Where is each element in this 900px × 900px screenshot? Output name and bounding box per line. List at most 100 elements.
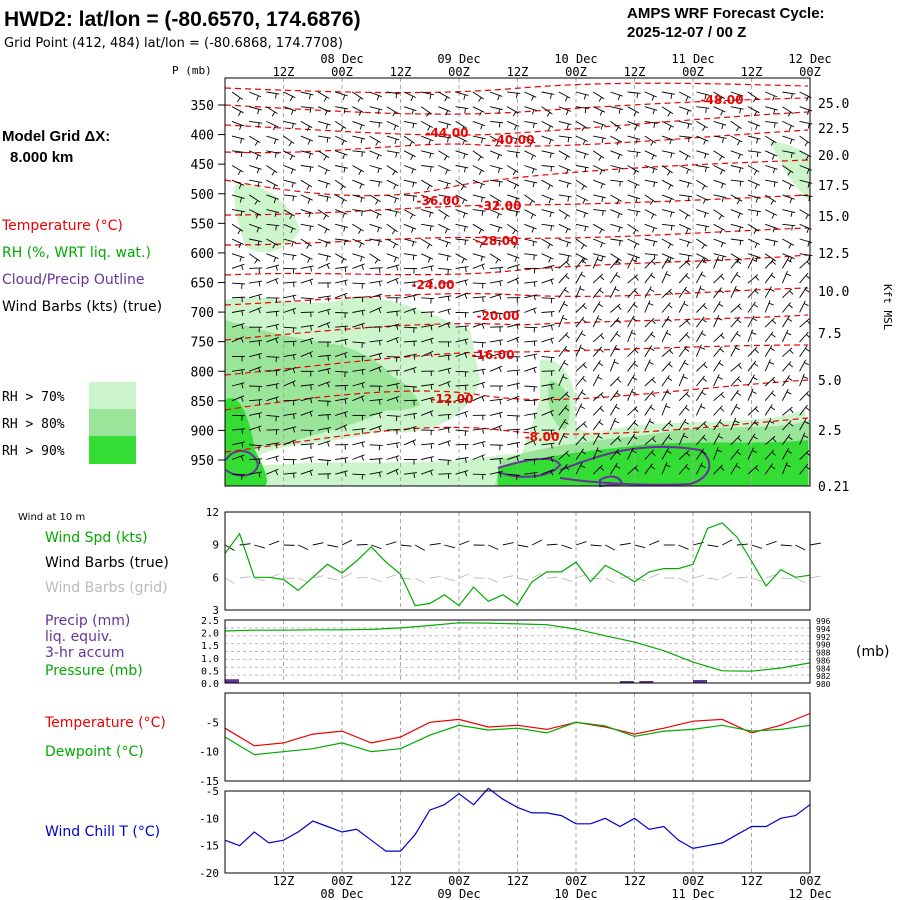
wind-barb [764, 435, 776, 446]
rh-fill-region [350, 369, 420, 411]
wind-barb [627, 150, 641, 154]
wind-barb-flag [498, 108, 501, 114]
wind-barb-flag [804, 141, 809, 147]
wind-barb-flag [702, 126, 706, 131]
wind-barb-flag [738, 167, 741, 173]
wind-barb-flag [376, 95, 380, 101]
wind-barb [249, 412, 263, 416]
bottom-time-tick: 12Z [273, 874, 295, 888]
wind-barb [403, 307, 417, 313]
wind-barb [266, 369, 280, 372]
wind-barb-flag [361, 210, 363, 217]
pressure-tick-label: 900 [191, 424, 214, 439]
wind-barb [627, 120, 640, 127]
wind-barb [317, 91, 330, 99]
wind-barb-flag [464, 108, 466, 114]
wind-barb [713, 179, 727, 185]
wind-barb-flag [533, 354, 536, 360]
isotherm [224, 287, 809, 306]
wind-barb-flag [358, 229, 362, 234]
pressure-ytick-label: 984 [816, 664, 831, 673]
wind-barb [609, 359, 616, 372]
wind-barb-flag [773, 181, 776, 187]
wind-barb [678, 577, 689, 583]
wind-barb [558, 106, 572, 112]
wind-barb [730, 344, 738, 357]
wind-barb-flag [787, 259, 792, 263]
height-tick-label: 2.5 [818, 424, 841, 439]
wind-barb-flag [735, 406, 741, 410]
wind-barb [730, 91, 744, 97]
wind-barb-flag [344, 267, 347, 273]
wind-barb [764, 286, 772, 299]
wind-barb-flag [581, 126, 585, 132]
wind-barb [334, 121, 347, 129]
wind-barb-flag [516, 397, 519, 403]
wind-barb [713, 374, 720, 387]
wind-barb [266, 120, 279, 128]
wind-barb-flag [394, 138, 397, 144]
wind-barb-flag [495, 199, 499, 205]
wind-barb [438, 308, 452, 313]
wind-barb-flag [460, 185, 465, 191]
wind-barb [283, 179, 297, 184]
wind-barb-flag [772, 95, 775, 101]
wind-barb-flag [685, 466, 690, 471]
wind-barb-flag [512, 170, 517, 176]
wind-barb [678, 332, 689, 343]
wind-barb [335, 370, 349, 373]
wind-barb [644, 286, 652, 299]
wind-barb [679, 135, 693, 138]
wind-barb-flag [669, 349, 674, 355]
wind-barb-flag [289, 96, 293, 102]
wind-barb [369, 150, 382, 157]
wind-chill-line [224, 787, 811, 852]
wind-barb-flag [241, 264, 244, 271]
wind-barb [386, 253, 400, 259]
wind-barb [644, 135, 657, 144]
wind-barb [575, 106, 589, 109]
wind-barb-flag [514, 197, 518, 203]
wind-barb [369, 91, 382, 98]
wind-barb [661, 361, 672, 372]
wind-barb [300, 469, 314, 475]
wind-barb [489, 411, 503, 416]
wind-barb-flag [791, 225, 793, 231]
wind-barb [489, 135, 502, 143]
wind-barb [300, 278, 314, 284]
wind-barb-flag [254, 259, 258, 264]
wind-barb [799, 391, 809, 402]
wind-barb [678, 391, 689, 402]
wind-barb [421, 396, 434, 402]
wind-barb-flag [465, 326, 467, 332]
wind-barb-flag [292, 440, 296, 446]
wind-barb [661, 223, 675, 227]
wind-barb [421, 253, 434, 260]
wind-barb [546, 543, 558, 546]
wind-barb [558, 345, 567, 357]
isotherm-label: -16.00 [472, 348, 515, 362]
wind-barb [799, 418, 807, 431]
wind-barb [371, 577, 382, 583]
wind-barb [403, 326, 418, 329]
wind-barb-flag [701, 332, 706, 337]
wind-barb [369, 253, 381, 262]
cross-section-frame [224, 77, 811, 487]
wind-barb [782, 135, 795, 141]
wind-barb [590, 577, 602, 580]
wind-barb [782, 406, 793, 416]
wind-barb [747, 274, 759, 284]
bottom-time-tick: 12Z [741, 874, 763, 888]
wind-barb-flag [325, 124, 329, 130]
wind-barb-flag [631, 259, 637, 263]
wind-barb-flag [310, 266, 313, 272]
wind-barb-flag [512, 111, 517, 117]
wind-barb [730, 179, 744, 183]
pressure-line [224, 622, 811, 672]
wind-barb-flag [788, 125, 792, 131]
wind-barb [558, 259, 569, 269]
wind-barb [780, 544, 792, 547]
wind-barb [506, 223, 519, 232]
wind-barb-flag [430, 470, 433, 476]
wind-barb-flag [327, 368, 330, 375]
